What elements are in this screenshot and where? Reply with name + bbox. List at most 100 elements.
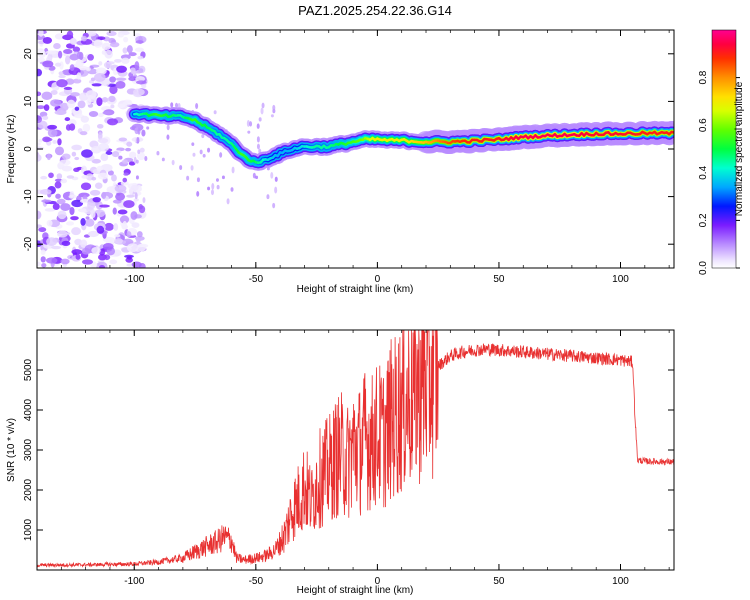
- noise-blob: [115, 80, 126, 89]
- noise-blob: [37, 210, 42, 220]
- noise-blob: [69, 64, 75, 72]
- noise-blob: [101, 191, 107, 200]
- noise-blob: [74, 156, 80, 161]
- noise-blob: [42, 115, 49, 120]
- noise-blob: [54, 62, 62, 67]
- noise-dot: [202, 153, 206, 158]
- noise-blob: [133, 88, 145, 96]
- noise-blob: [96, 97, 103, 107]
- noise-blob: [80, 115, 90, 123]
- noise-blob: [38, 30, 44, 37]
- noise-blob: [65, 221, 75, 226]
- noise-dot: [246, 119, 250, 127]
- noise-blob: [114, 184, 127, 193]
- noise-blob: [130, 211, 138, 220]
- noise-blob: [87, 230, 100, 238]
- noise-blob: [89, 189, 101, 196]
- noise-blob: [69, 123, 76, 131]
- noise-dot: [231, 166, 235, 174]
- noise-blob: [71, 144, 82, 151]
- spectrogram-plot: [37, 30, 674, 268]
- noise-blob: [106, 31, 117, 37]
- noise-blob: [141, 129, 146, 137]
- y-tick-label: 20: [23, 48, 34, 60]
- y-tick-label: 2000: [23, 478, 34, 501]
- noise-blob: [123, 36, 129, 43]
- noise-dot: [256, 136, 260, 143]
- noise-blob: [125, 147, 132, 152]
- noise-blob: [111, 174, 117, 182]
- noise-dot: [216, 184, 220, 190]
- noise-blob: [92, 196, 101, 203]
- y-tick-label: -20: [23, 237, 34, 252]
- x-tick-label: 50: [493, 274, 505, 285]
- noise-dot: [256, 143, 260, 150]
- noise-dot: [210, 189, 214, 196]
- noise-blob: [54, 109, 67, 116]
- x-tick-label: 100: [612, 576, 629, 587]
- noise-blob: [73, 167, 80, 172]
- noise-blob: [98, 143, 110, 152]
- noise-blob: [126, 231, 132, 238]
- noise-blob: [91, 83, 102, 87]
- noise-blob: [98, 112, 104, 118]
- noise-blob: [79, 199, 90, 204]
- noise-blob: [94, 72, 106, 82]
- noise-blob: [63, 86, 73, 90]
- noise-blob: [108, 95, 116, 103]
- noise-blob: [74, 106, 80, 111]
- noise-blob: [37, 224, 42, 229]
- noise-blob: [47, 128, 58, 138]
- noise-dot: [247, 130, 251, 134]
- noise-blob: [118, 137, 128, 142]
- x-tick-label: -50: [249, 274, 264, 285]
- noise-dot: [171, 159, 175, 166]
- noise-blob: [135, 236, 142, 243]
- noise-blob: [71, 249, 83, 255]
- noise-blob: [82, 123, 91, 132]
- noise-blob: [122, 220, 128, 229]
- noise-blob: [126, 141, 133, 147]
- noise-blob: [44, 208, 56, 212]
- noise-dot: [215, 178, 219, 182]
- noise-blob: [76, 72, 82, 80]
- noise-blob: [60, 258, 70, 265]
- colorbar-tick-label: 0.2: [698, 213, 709, 227]
- noise-blob: [77, 100, 86, 109]
- noise-blob: [61, 153, 71, 160]
- noise-blob: [86, 97, 92, 106]
- noise-blob: [79, 208, 87, 213]
- noise-dot: [156, 151, 160, 156]
- noise-blob: [129, 151, 137, 159]
- noise-blob: [40, 256, 46, 263]
- noise-blob: [69, 53, 79, 61]
- noise-blob: [41, 91, 53, 101]
- noise-blob: [135, 76, 146, 82]
- y-tick-label: 4000: [23, 398, 34, 421]
- noise-blob: [91, 158, 101, 164]
- y-tick-label: 5000: [23, 358, 34, 381]
- noise-blob: [58, 74, 66, 79]
- noise-blob: [123, 200, 135, 209]
- noise-blob: [107, 170, 114, 176]
- figure-title: PAZ1.2025.254.22.36.G14: [298, 3, 452, 18]
- noise-blob: [69, 190, 75, 198]
- noise-dot: [186, 175, 190, 181]
- colorbar-tick-label: 0.0: [698, 261, 709, 275]
- noise-blob: [118, 155, 123, 160]
- noise-dot: [226, 198, 230, 205]
- noise-blob: [109, 259, 118, 265]
- noise-blob: [60, 102, 69, 112]
- noise-blob: [122, 100, 133, 106]
- noise-blob: [114, 238, 123, 244]
- noise-blob: [93, 39, 103, 48]
- noise-blob: [39, 188, 52, 195]
- noise-blob: [133, 198, 139, 202]
- noise-blob: [50, 90, 58, 95]
- noise-dot: [270, 114, 274, 118]
- noise-blob: [72, 46, 81, 53]
- noise-blob: [138, 204, 143, 210]
- noise-dot: [175, 102, 179, 108]
- noise-blob: [122, 177, 128, 183]
